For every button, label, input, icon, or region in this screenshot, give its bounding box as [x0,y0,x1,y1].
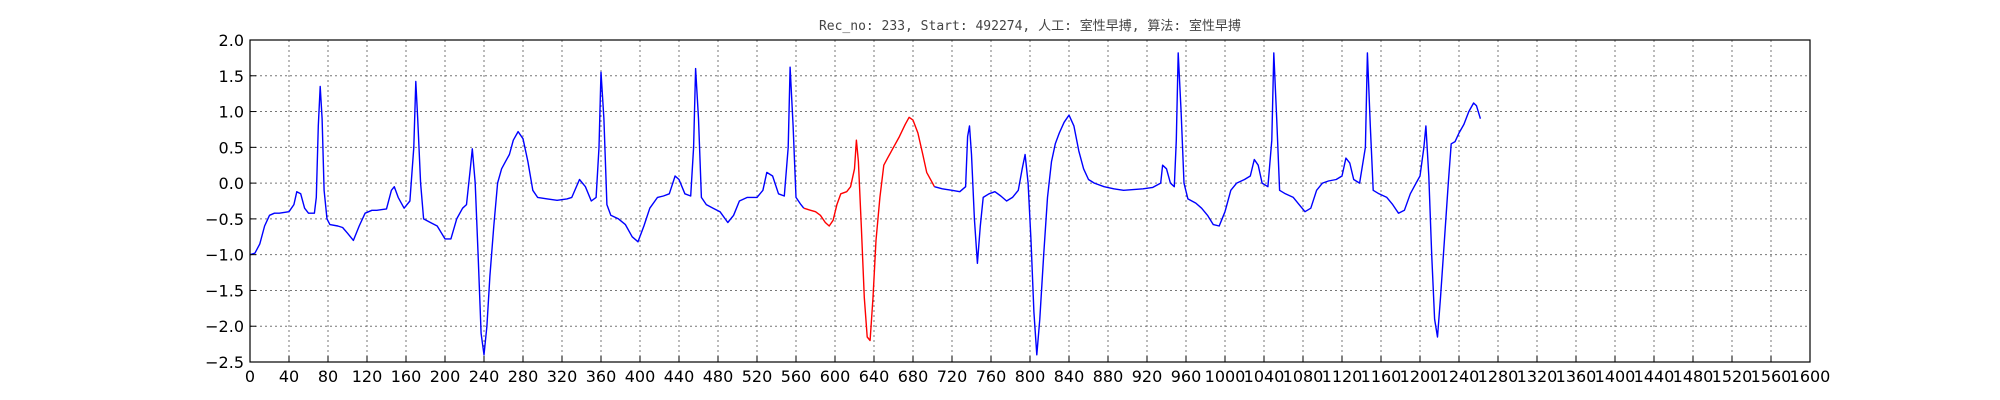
x-tick-label: 240 [469,367,500,386]
x-tick-label: 360 [586,367,617,386]
x-tick-label: 440 [664,367,695,386]
x-tick-label: 200 [430,367,461,386]
x-tick-label: 1200 [1400,367,1441,386]
y-tick-label: 1.0 [219,103,244,122]
x-tick-label: 320 [547,367,578,386]
ecg-trace-before [249,66,805,356]
x-tick-label: 1320 [1517,367,1558,386]
x-tick-label: 520 [742,367,773,386]
x-tick-label: 760 [976,367,1007,386]
x-tick-label: 1240 [1439,367,1480,386]
y-tick-label: −2.0 [205,317,244,336]
y-tick-label: −0.5 [205,210,244,229]
x-tick-label: 400 [625,367,656,386]
chart-title: Rec_no: 233, Start: 492274, 人工: 室性早搏, 算法… [819,18,1241,34]
x-tick-label: 880 [1093,367,1124,386]
x-tick-label: 1160 [1361,367,1402,386]
y-tick-label: 0.5 [219,138,244,157]
x-tick-label: 480 [703,367,734,386]
x-tick-label: 1400 [1595,367,1636,386]
x-tick-label: 720 [937,367,968,386]
x-tick-label: 560 [781,367,812,386]
y-axis-ticks: 2.0 1.5 1.0 0.5 0.0 −0.5 −1.0 −1.5 −2.0 −2.5 [205,31,256,372]
x-tick-label: 1080 [1283,367,1324,386]
ecg-trace-marked [803,116,936,342]
x-tick-label: 840 [1054,367,1085,386]
x-tick-label: 1600 [1790,367,1831,386]
x-tick-label: 1000 [1205,367,1246,386]
y-tick-label: −1.0 [205,246,244,265]
x-tick-label: 920 [1132,367,1163,386]
y-tick-label: 0.0 [219,174,244,193]
x-tick-label: 640 [859,367,890,386]
ecg-trace-after [934,52,1482,356]
x-tick-label: 120 [352,367,383,386]
grid [250,40,1810,362]
y-tick-label: −1.5 [205,281,244,300]
x-tick-label: 960 [1171,367,1202,386]
x-tick-label: 680 [898,367,929,386]
series-group [249,52,1482,356]
x-tick-label: 160 [391,367,422,386]
x-tick-label: 800 [1015,367,1046,386]
x-tick-label: 1040 [1244,367,1285,386]
x-tick-label: 1480 [1673,367,1714,386]
x-tick-label: 280 [508,367,539,386]
x-tick-label: 1520 [1712,367,1753,386]
x-tick-label: 80 [318,367,338,386]
x-tick-label: 0 [245,367,255,386]
y-tick-label: 1.5 [219,67,244,86]
x-axis-ticks: 0 40 80 120 160 200 240 280 320 360 400 440 480 520 56… [245,356,1830,386]
x-tick-label: 1440 [1634,367,1675,386]
x-tick-label: 1120 [1322,367,1363,386]
x-tick-label: 600 [820,367,851,386]
y-tick-label: −2.5 [205,353,244,372]
x-tick-label: 1280 [1478,367,1519,386]
x-tick-label: 40 [279,367,299,386]
y-tick-label: 2.0 [219,31,244,50]
x-tick-label: 1560 [1751,367,1792,386]
x-tick-label: 1360 [1556,367,1597,386]
